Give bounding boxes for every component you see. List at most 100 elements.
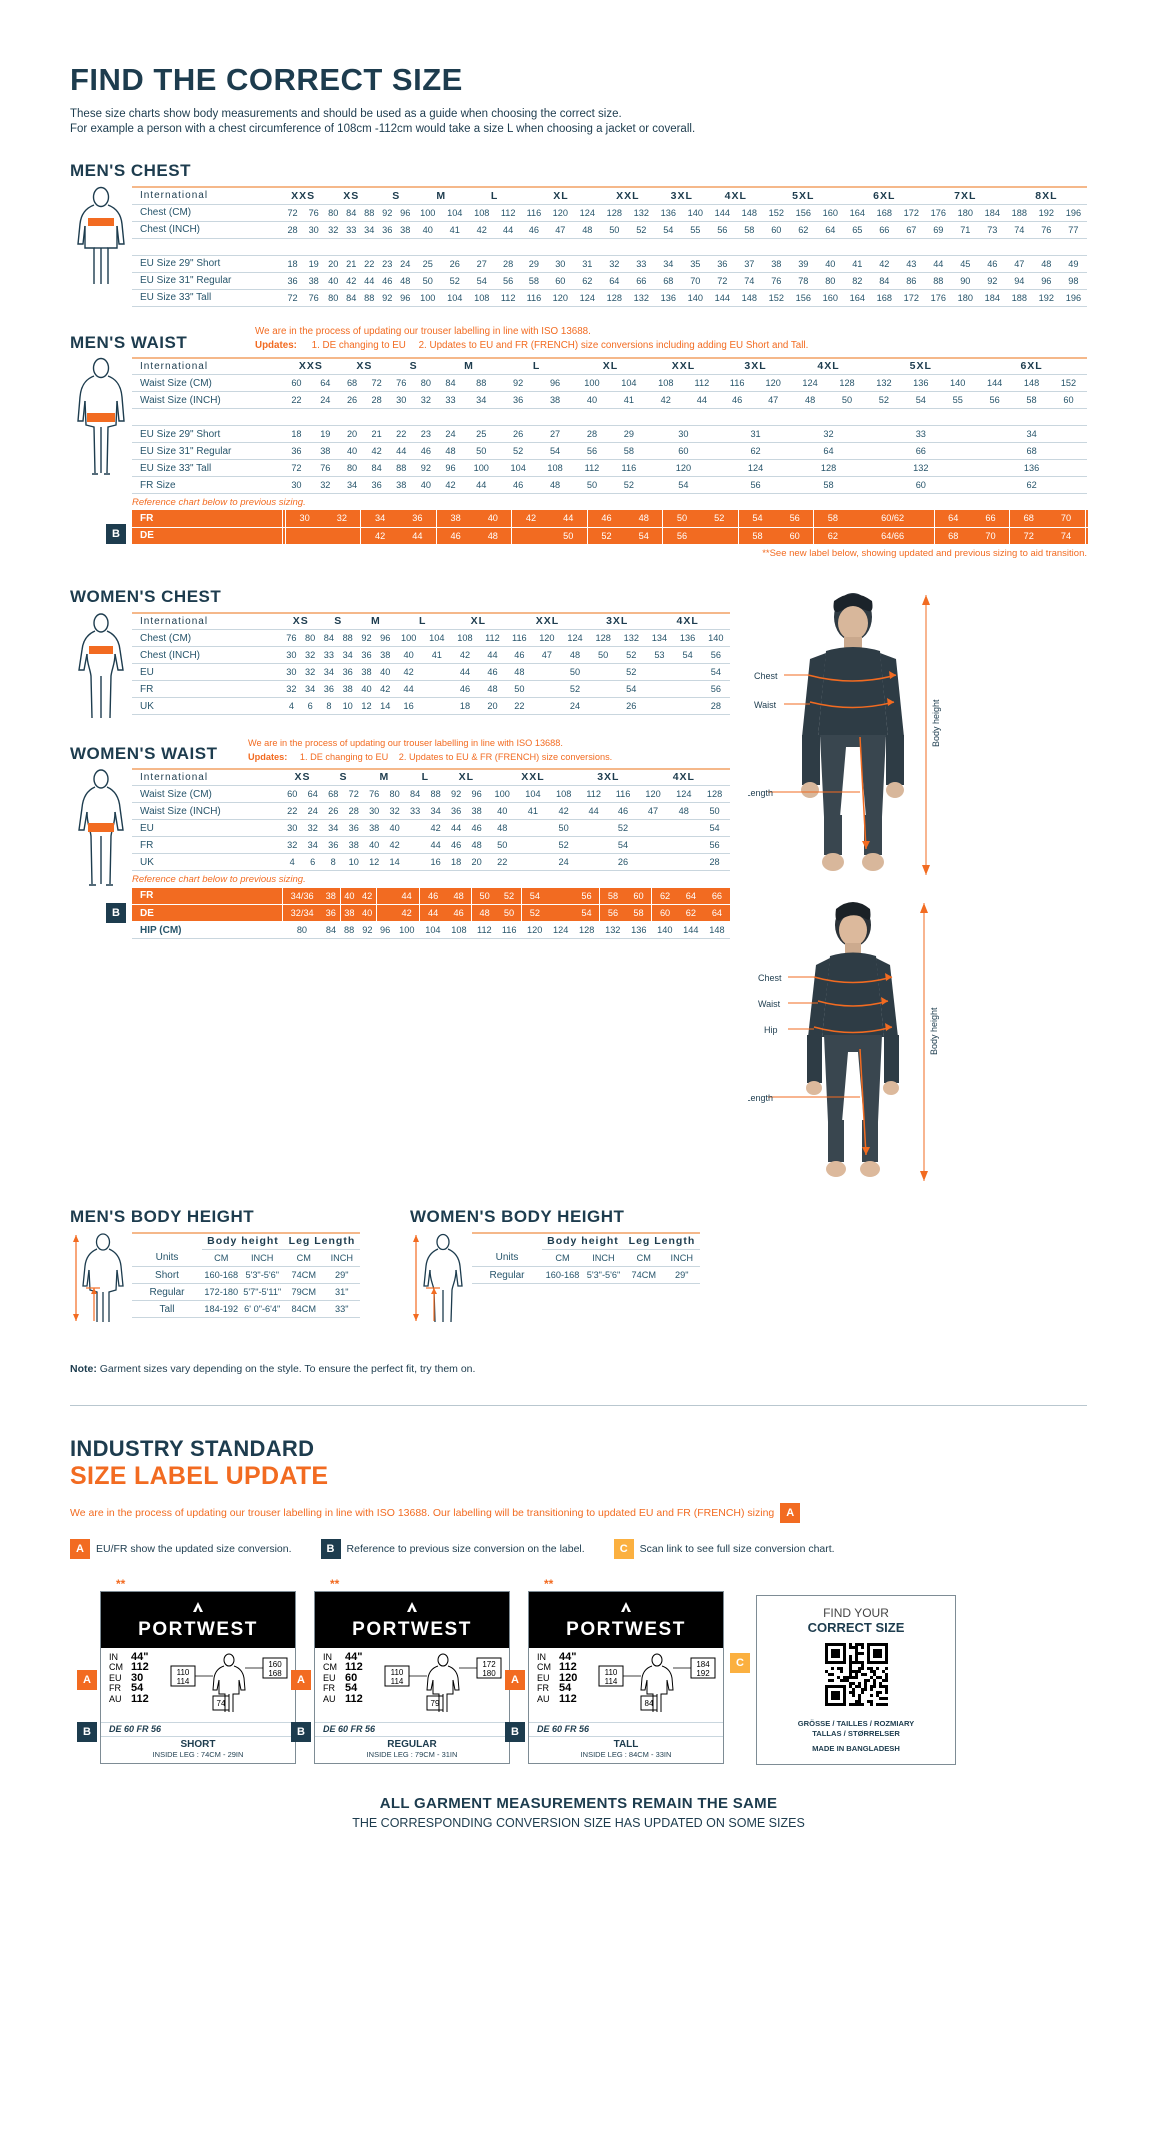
col-xxl: XXL (506, 613, 589, 630)
table-cell: 24 (438, 426, 463, 443)
table-cell: 36 (378, 221, 396, 238)
mens-waist-reference-note: Reference chart below to previous sizing… (132, 497, 1087, 508)
female-label-hip: Hip (764, 1025, 778, 1035)
table-cell: 56 (600, 905, 626, 922)
table-cell: 56 (574, 443, 611, 460)
update-label: Updates: (248, 752, 287, 762)
table-cell: 136 (976, 460, 1087, 477)
table-header-row: International XXS XS S M L XL XXL 3XL 4X… (132, 358, 1087, 375)
row-label: EU Size 29" Short (132, 255, 282, 272)
table-cell: 48 (466, 837, 486, 854)
table-cell: 96 (466, 786, 486, 803)
table-cell: 54 (522, 888, 548, 905)
table-cell: 34 (360, 221, 378, 238)
table-cell: 48 (561, 647, 589, 664)
sub-inch: INCH (241, 1250, 284, 1267)
table-cell: 56 (776, 510, 814, 527)
table-cell: 38 (396, 221, 414, 238)
table-cell: 40 (324, 272, 342, 289)
table-cell: 46 (420, 888, 446, 905)
table-cell: 124 (792, 375, 829, 392)
table-cell: 52 (701, 510, 739, 527)
table-cell: 23 (414, 426, 439, 443)
spec-key: IN (537, 1652, 559, 1663)
badge-a-card: A (77, 1670, 97, 1690)
col-xs: XS (282, 613, 320, 630)
table-cell (589, 681, 617, 698)
table-cell: 18 (282, 255, 303, 272)
badge-b-card: B (77, 1722, 97, 1742)
table-cell: 32 (324, 221, 342, 238)
female-label-chest: Chest (758, 973, 782, 983)
table-cell: 34 (655, 255, 682, 272)
footer-line-2: THE CORRESPONDING CONVERSION SIZE HAS UP… (70, 1816, 1087, 1830)
table-cell: 96 (376, 630, 395, 647)
table-cell: 104 (420, 922, 446, 939)
table-cell: 44 (420, 905, 446, 922)
table-header-row: International XXS XS S M L XL XXL 3XL 4X… (132, 187, 1087, 204)
table-cell: 104 (423, 630, 451, 647)
male-waist-outline-icon (70, 357, 132, 477)
sub-cm: CM (202, 1250, 241, 1267)
qr-code-icon[interactable] (765, 1643, 947, 1711)
table-cell: 26 (323, 803, 343, 820)
badge-a-lead: A (780, 1503, 800, 1523)
group-leg-length: Leg Length (624, 1233, 700, 1250)
header-international: International (132, 358, 282, 375)
table-cell: 72 (282, 204, 303, 221)
table-cell: 50 (487, 837, 518, 854)
legend-text-a: EU/FR show the updated size conversion. (96, 1543, 292, 1555)
col-xxl: XXL (601, 187, 655, 204)
table-cell: 60 (1050, 392, 1087, 409)
row-label: DE (132, 527, 282, 544)
row-label: Waist Size (INCH) (132, 392, 282, 409)
update-line-1: We are in the process of updating our tr… (255, 325, 808, 339)
industry-title-1: INDUSTRY STANDARD (70, 1436, 1087, 1462)
table-cell: 40 (414, 477, 439, 494)
intro-line-2: For example a person with a chest circum… (70, 122, 1087, 137)
table-cell: 10 (343, 854, 363, 871)
table-cell: 60 (763, 221, 790, 238)
table-cell: 40 (340, 443, 365, 460)
table-cell: 164 (844, 204, 871, 221)
table-cell: 28 (364, 392, 389, 409)
table-cell: 64 (934, 510, 972, 527)
table-cell: 54 (655, 221, 682, 238)
table-cell: 38 (322, 888, 340, 905)
label-card-stars: ** (330, 1577, 510, 1591)
male-label-body-height: Body height (931, 698, 941, 746)
table-cell: 29 (610, 426, 647, 443)
female-waist-outline-icon (70, 768, 132, 888)
table-cell: 36 (282, 272, 303, 289)
table-cell: 54 (574, 905, 600, 922)
table-cell: 66 (972, 510, 1010, 527)
table-cell: 140 (652, 922, 678, 939)
portwest-logo-icon (618, 1602, 634, 1614)
mens-chest-figure (70, 186, 132, 307)
fit-name: REGULAR (315, 1736, 509, 1750)
table-cell: 44 (389, 443, 414, 460)
chest-highlight (89, 646, 113, 654)
table-cell: 21 (364, 426, 389, 443)
male-height-outline-icon (70, 1232, 132, 1324)
table-cell: 38 (311, 443, 340, 460)
table-cell: 18 (446, 854, 466, 871)
col-3xl: 3XL (655, 187, 709, 204)
table-cell: 156 (790, 289, 817, 306)
table-cell: 96 (1033, 272, 1060, 289)
table-cell: 90 (952, 272, 979, 289)
table-cell: 184 (979, 289, 1006, 306)
table-cell: 116 (608, 786, 637, 803)
row-label: Waist Size (CM) (132, 786, 282, 803)
table-cell: 42 (384, 837, 404, 854)
table-cell: 76 (763, 272, 790, 289)
table-cell: 92 (979, 272, 1006, 289)
table-cell: 108 (647, 375, 684, 392)
col-l: L (468, 187, 521, 204)
